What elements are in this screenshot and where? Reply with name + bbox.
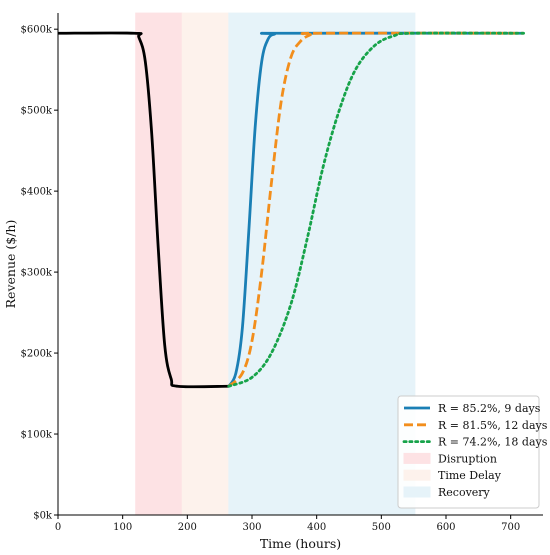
legend-label: R = 85.2%, 9 days — [438, 402, 541, 415]
shaded-regions — [135, 12, 416, 516]
legend-label: R = 74.2%, 18 days — [438, 436, 548, 449]
x-tick-label: 300 — [242, 522, 261, 533]
legend-patch-swatch — [403, 469, 431, 481]
legend-label: Recovery — [438, 486, 491, 499]
x-tick-label: 400 — [307, 522, 326, 533]
legend-label: Time Delay — [438, 469, 502, 482]
y-tick-label: $400k — [20, 187, 52, 198]
y-axis-title: Revenue ($/h) — [3, 220, 18, 309]
region-time-delay — [181, 12, 230, 516]
x-tick-label: 600 — [436, 522, 455, 533]
x-axis-title: Time (hours) — [260, 536, 341, 551]
series-line-3 — [227, 31, 525, 388]
y-tick-label: $0k — [33, 511, 53, 522]
baseline-disruption-line — [57, 31, 229, 389]
axes: 0 100 200 300 400 500 600 700 $0k $100k $200k $300k… — [20, 13, 543, 533]
y-tick-label: $300k — [20, 268, 52, 279]
legend-label: Disruption — [438, 452, 497, 465]
series-line-1 — [227, 31, 524, 388]
x-tick-label: 100 — [113, 522, 132, 533]
y-tick-label: $100k — [20, 430, 52, 441]
series-lines — [57, 31, 525, 389]
region-recovery — [228, 12, 416, 516]
x-tick-label: 200 — [178, 522, 197, 533]
legend: R = 85.2%, 9 days R = 81.5%, 12 days R = 7… — [397, 395, 548, 509]
x-tick-label: 700 — [501, 522, 520, 533]
y-tick-label: $600k — [20, 25, 52, 36]
legend-patch-swatch — [403, 486, 431, 498]
x-tick-label: 0 — [55, 522, 61, 533]
legend-box — [397, 395, 540, 509]
y-tick-label: $500k — [20, 106, 52, 117]
legend-patch-swatch — [403, 452, 431, 464]
legend-label: R = 81.5%, 12 days — [438, 419, 548, 432]
y-tick-label: $200k — [20, 349, 52, 360]
x-tick-label: 500 — [372, 522, 391, 533]
